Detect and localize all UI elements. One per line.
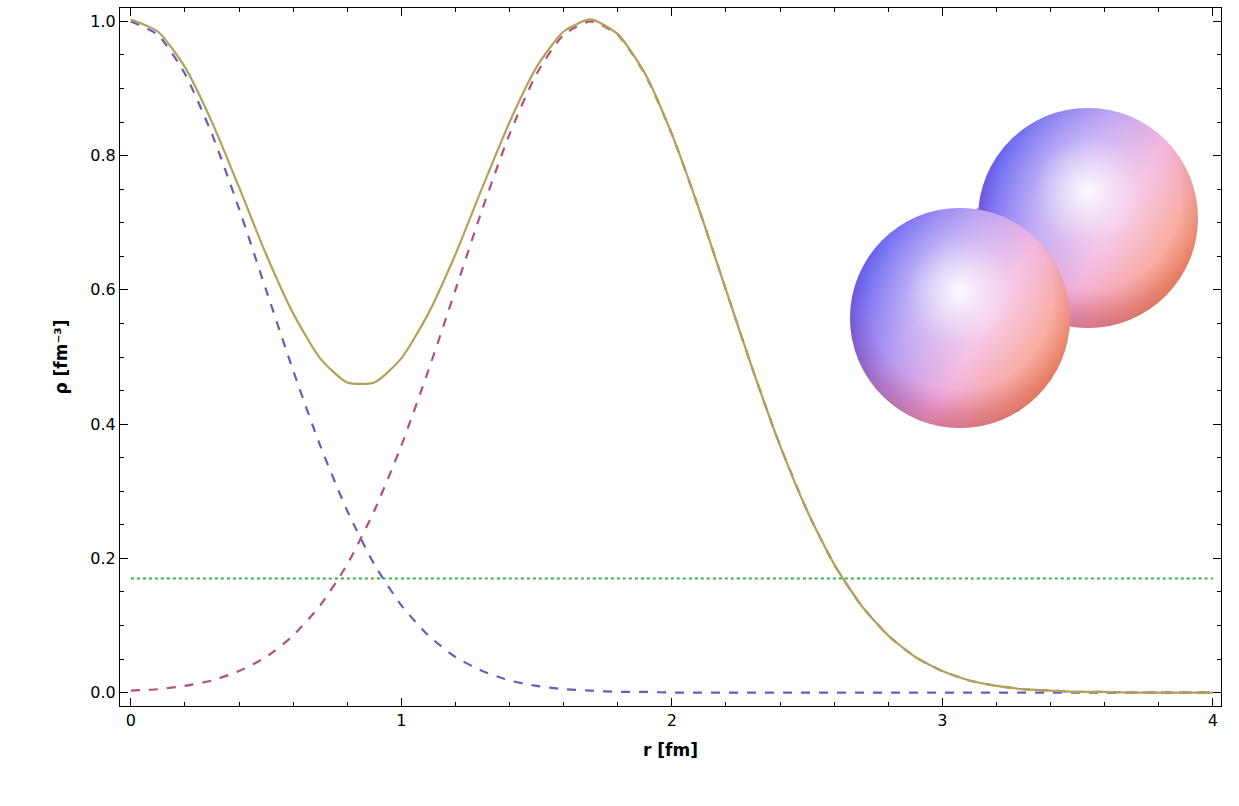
svg-text:r [fm]: r [fm] xyxy=(643,740,698,760)
svg-text:2: 2 xyxy=(667,711,677,730)
svg-text:0: 0 xyxy=(126,711,136,730)
svg-text:0.8: 0.8 xyxy=(90,146,115,165)
svg-text:4: 4 xyxy=(1208,711,1218,730)
svg-text:3: 3 xyxy=(937,711,947,730)
svg-text:1.0: 1.0 xyxy=(90,12,115,31)
svg-text:0.2: 0.2 xyxy=(90,549,115,568)
svg-text:1: 1 xyxy=(396,711,406,730)
svg-text:ρ [fm⁻³]: ρ [fm⁻³] xyxy=(51,319,71,394)
svg-text:0.0: 0.0 xyxy=(90,683,115,702)
svg-text:0.6: 0.6 xyxy=(90,280,115,299)
svg-text:0.4: 0.4 xyxy=(90,415,115,434)
